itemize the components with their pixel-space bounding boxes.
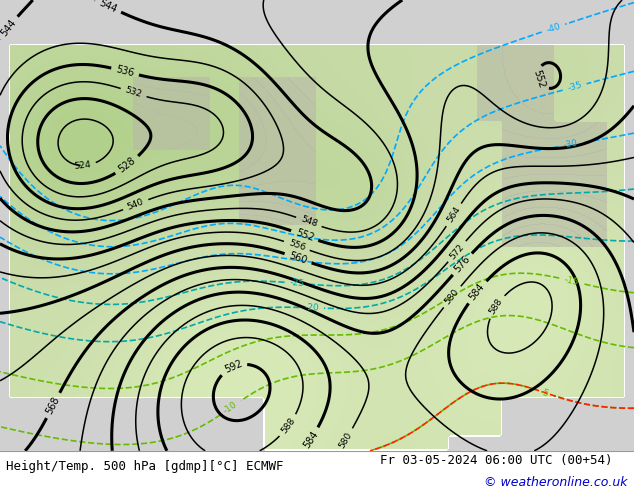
Text: 544: 544 <box>98 0 119 15</box>
Text: 564: 564 <box>445 205 462 224</box>
Text: 576: 576 <box>452 254 472 274</box>
Text: -10: -10 <box>222 400 239 416</box>
Text: 560: 560 <box>288 250 309 266</box>
Text: Height/Temp. 500 hPa [gdmp][°C] ECMWF: Height/Temp. 500 hPa [gdmp][°C] ECMWF <box>6 460 284 473</box>
Text: -20: -20 <box>304 303 319 313</box>
Text: 532: 532 <box>124 86 143 99</box>
Text: 544: 544 <box>0 17 18 38</box>
Text: 556: 556 <box>287 239 306 253</box>
Text: © weatheronline.co.uk: © weatheronline.co.uk <box>484 476 628 489</box>
Text: -30: -30 <box>562 139 578 150</box>
Text: 584: 584 <box>467 282 487 302</box>
Text: 536: 536 <box>115 64 135 78</box>
Text: -15: -15 <box>563 275 579 287</box>
Text: 540: 540 <box>126 197 145 212</box>
Text: -40: -40 <box>545 22 562 35</box>
Text: 588: 588 <box>280 416 297 435</box>
Text: 524: 524 <box>74 160 92 171</box>
Text: 588: 588 <box>488 297 505 316</box>
Text: Fr 03-05-2024 06:00 UTC (00+54): Fr 03-05-2024 06:00 UTC (00+54) <box>380 454 613 467</box>
Text: 552: 552 <box>294 228 315 244</box>
Text: 528: 528 <box>117 156 138 175</box>
Text: 584: 584 <box>301 429 320 450</box>
Text: 580: 580 <box>337 430 354 450</box>
Text: -5: -5 <box>540 387 551 398</box>
Text: 580: 580 <box>443 287 461 306</box>
Text: 592: 592 <box>223 359 243 375</box>
Text: -25: -25 <box>289 278 304 288</box>
Text: 572: 572 <box>448 242 466 261</box>
Text: 568: 568 <box>44 395 62 416</box>
Text: 552: 552 <box>531 69 547 90</box>
Text: -35: -35 <box>566 81 583 93</box>
Text: 548: 548 <box>299 215 318 229</box>
